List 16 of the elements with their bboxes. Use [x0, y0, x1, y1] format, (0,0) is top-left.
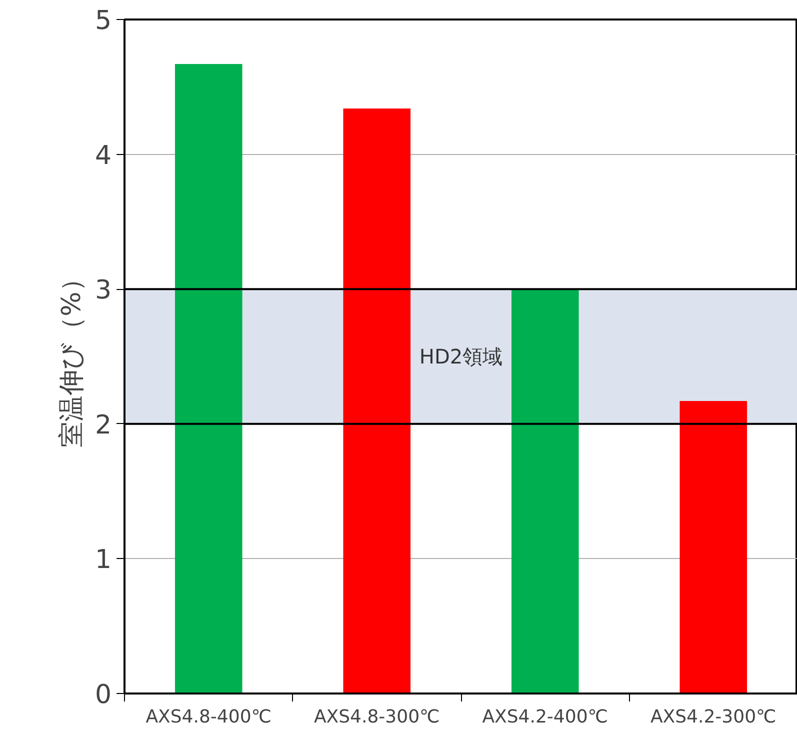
- y-tick-label: 1: [94, 545, 112, 576]
- bar: [511, 289, 579, 694]
- bar: [680, 400, 748, 694]
- bar: [174, 64, 242, 694]
- y-tick-label: 2: [94, 410, 112, 440]
- y-tick-label: 4: [94, 140, 112, 171]
- y-axis-title: 室温伸び（%）: [56, 266, 87, 448]
- band-label: HD2領域: [419, 344, 503, 368]
- y-tick-label: 0: [94, 680, 112, 710]
- x-tick-label: AXS4.2-400℃: [482, 706, 608, 728]
- bar: [343, 108, 411, 694]
- x-tick-label: AXS4.8-300℃: [314, 706, 440, 728]
- y-tick-label: 3: [94, 276, 112, 306]
- y-tick-label: 5: [94, 6, 112, 36]
- x-tick-label: AXS4.2-300℃: [650, 706, 776, 728]
- x-tick-label: AXS4.8-400℃: [146, 706, 272, 728]
